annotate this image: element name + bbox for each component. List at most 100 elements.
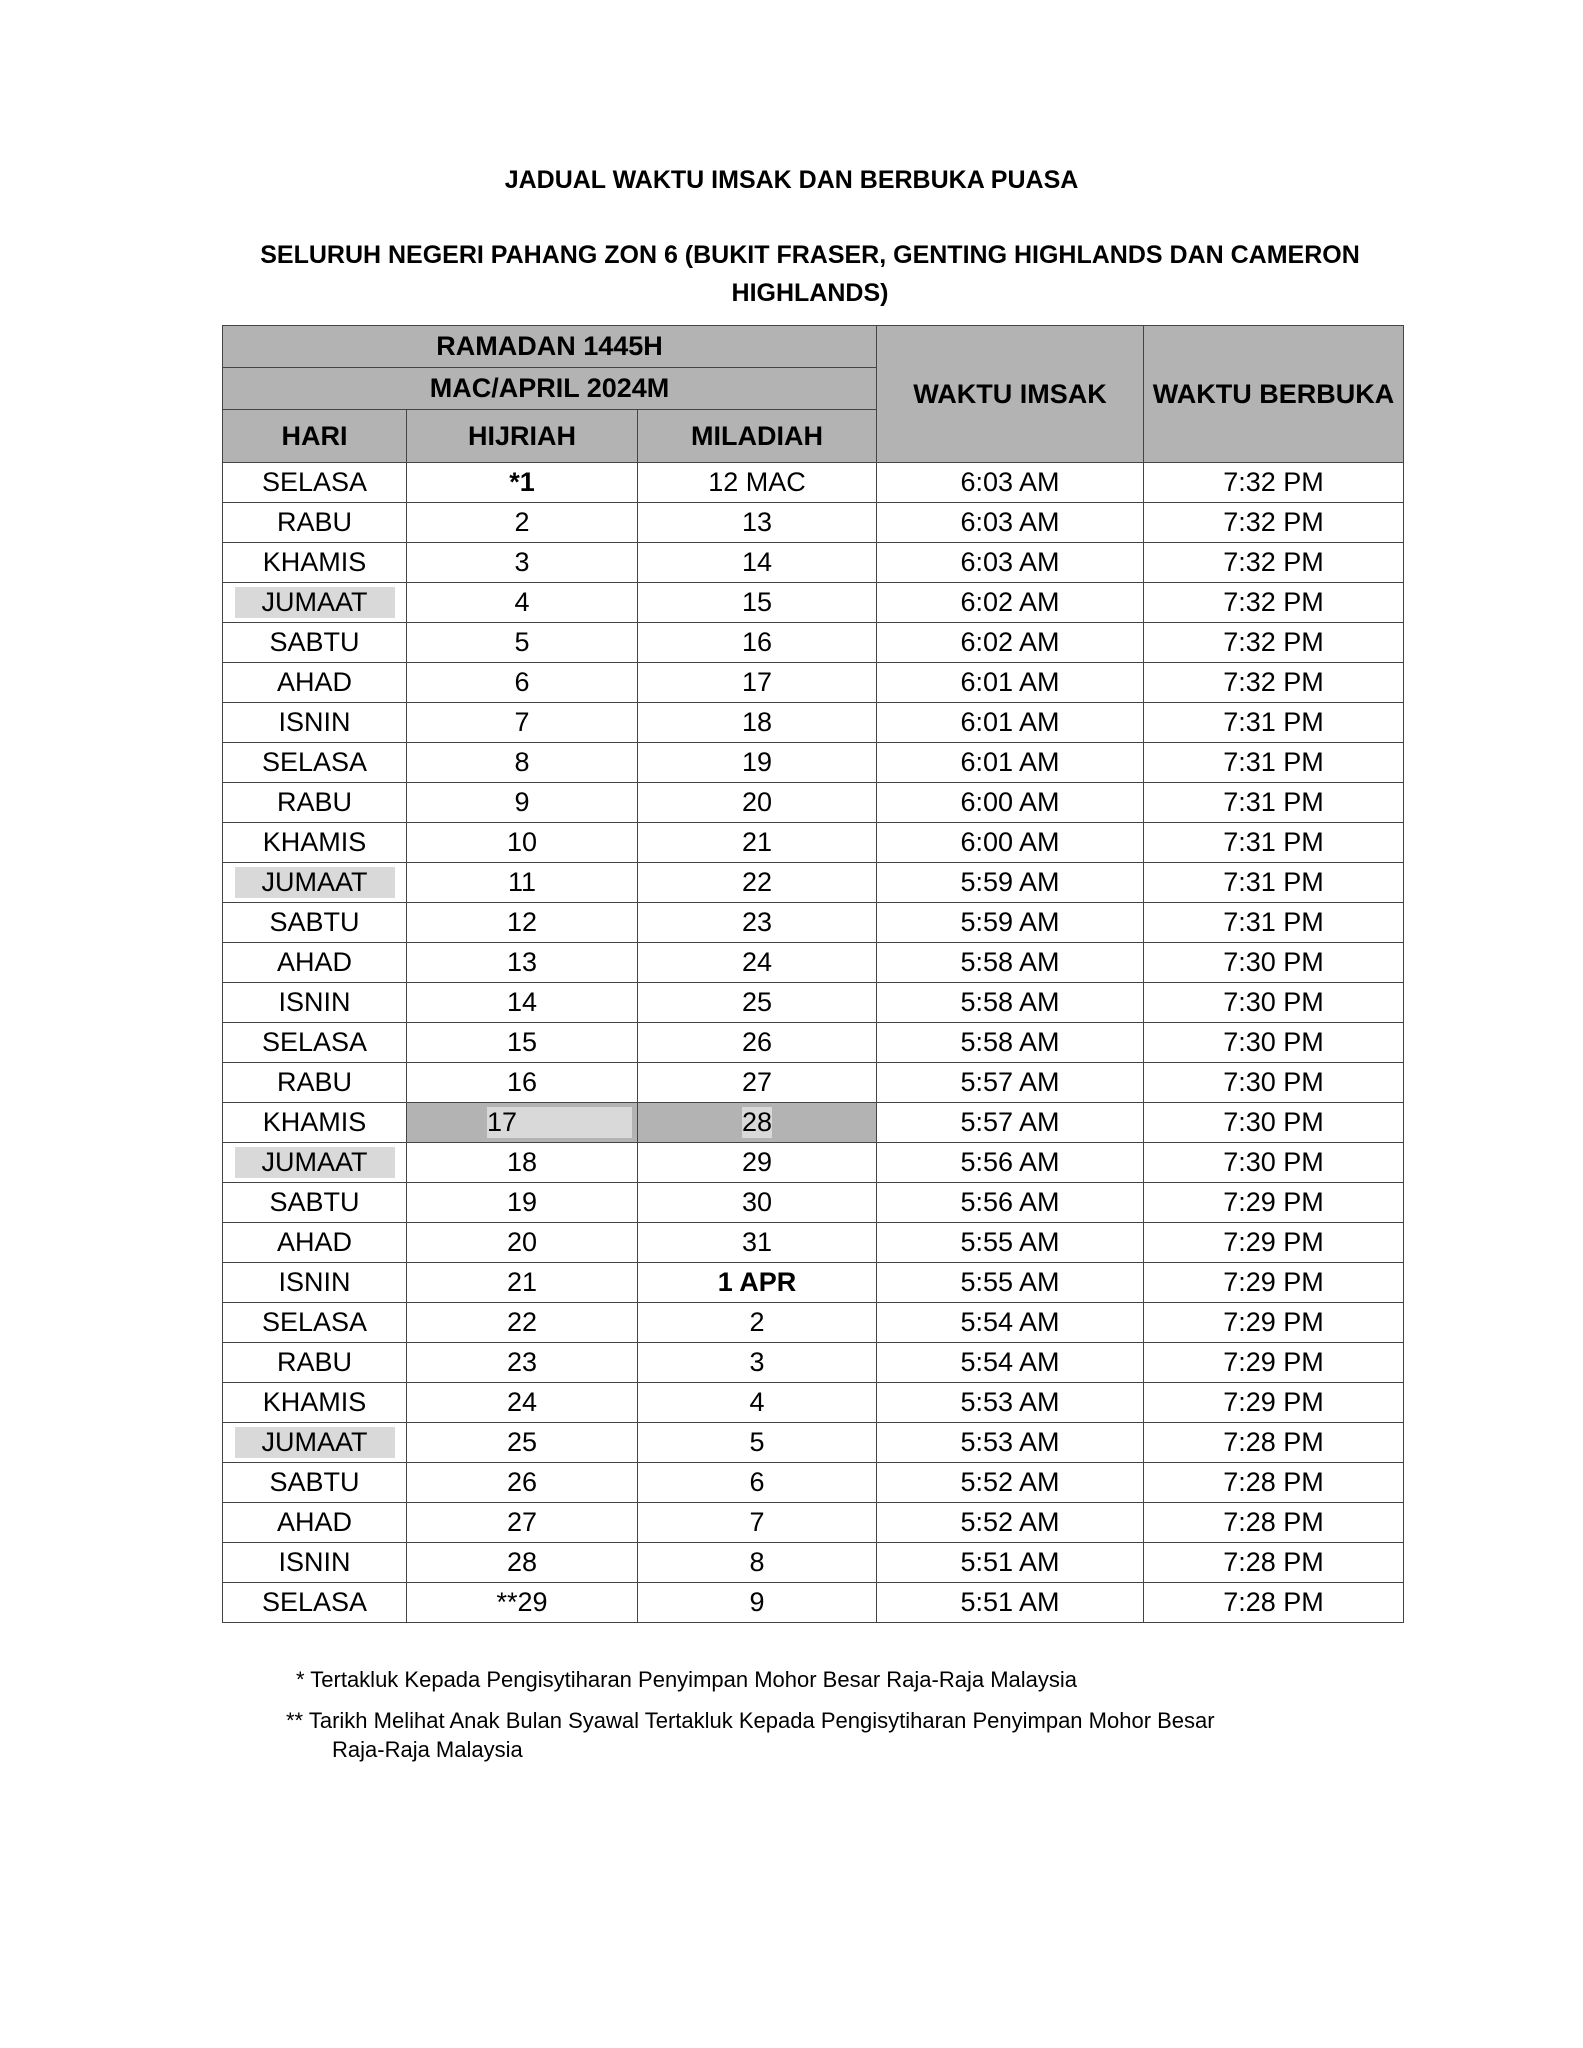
cell-miladiah: 2 (637, 1302, 877, 1343)
cell-berbuka: 7:31 PM (1143, 702, 1404, 743)
cell-miladiah: 25 (637, 982, 877, 1023)
cell-hari: JUMAAT (222, 582, 407, 623)
footnotes: * Tertakluk Kepada Pengisytiharan Penyim… (286, 1665, 1215, 1764)
cell-hari: SELASA (222, 1302, 407, 1343)
cell-miladiah: 6 (637, 1462, 877, 1503)
cell-hijriah: 11 (406, 862, 638, 903)
cell-hari: ISNIN (222, 982, 407, 1023)
cell-imsak: 6:03 AM (876, 542, 1144, 583)
cell-berbuka: 7:28 PM (1143, 1582, 1404, 1623)
table-row: SABTU 12 23 5:59 AM 7:31 PM (222, 902, 1404, 943)
cell-hari: AHAD (222, 942, 407, 983)
cell-berbuka: 7:29 PM (1143, 1182, 1404, 1223)
cell-imsak: 5:59 AM (876, 902, 1144, 943)
cell-hijriah: 26 (406, 1462, 638, 1503)
cell-hari: SABTU (222, 622, 407, 663)
table-row: JUMAAT 4 15 6:02 AM 7:32 PM (222, 582, 1404, 623)
cell-miladiah: 24 (637, 942, 877, 983)
cell-imsak: 5:52 AM (876, 1462, 1144, 1503)
cell-berbuka: 7:31 PM (1143, 822, 1404, 863)
cell-berbuka: 7:30 PM (1143, 982, 1404, 1023)
cell-hijriah: 14 (406, 982, 638, 1023)
cell-berbuka: 7:28 PM (1143, 1462, 1404, 1503)
cell-hari: ISNIN (222, 702, 407, 743)
cell-imsak: 6:03 AM (876, 502, 1144, 543)
cell-hari: SELASA (222, 1582, 407, 1623)
cell-hijriah: 20 (406, 1222, 638, 1263)
cell-miladiah: 7 (637, 1502, 877, 1543)
footnote-1: * Tertakluk Kepada Pengisytiharan Penyim… (296, 1667, 1077, 1692)
header-imsak: WAKTU IMSAK (876, 325, 1144, 463)
cell-hijriah: 22 (406, 1302, 638, 1343)
cell-berbuka: 7:32 PM (1143, 502, 1404, 543)
cell-hari: ISNIN (222, 1542, 407, 1583)
cell-imsak: 5:53 AM (876, 1422, 1144, 1463)
cell-hari: AHAD (222, 1222, 407, 1263)
table-row: JUMAAT 18 29 5:56 AM 7:30 PM (222, 1142, 1404, 1183)
header-hari: HARI (222, 409, 407, 463)
table-row: SABTU 19 30 5:56 AM 7:29 PM (222, 1182, 1404, 1223)
cell-berbuka: 7:32 PM (1143, 542, 1404, 583)
cell-berbuka: 7:29 PM (1143, 1262, 1404, 1303)
cell-miladiah: 26 (637, 1022, 877, 1063)
cell-imsak: 5:55 AM (876, 1222, 1144, 1263)
cell-berbuka: 7:31 PM (1143, 782, 1404, 823)
cell-miladiah: 29 (637, 1142, 877, 1183)
cell-imsak: 6:00 AM (876, 822, 1144, 863)
cell-miladiah: 4 (637, 1382, 877, 1423)
cell-miladiah: 22 (637, 862, 877, 903)
table-row: AHAD 6 17 6:01 AM 7:32 PM (222, 662, 1404, 703)
cell-berbuka: 7:30 PM (1143, 942, 1404, 983)
cell-miladiah: 23 (637, 902, 877, 943)
cell-hijriah: 25 (406, 1422, 638, 1463)
cell-hari: RABU (222, 1062, 407, 1103)
cell-berbuka: 7:30 PM (1143, 1102, 1404, 1143)
schedule-table: RAMADAN 1445H WAKTU IMSAK WAKTU BERBUKA … (222, 325, 1404, 1623)
cell-berbuka: 7:29 PM (1143, 1342, 1404, 1383)
table-row: SELASA 8 19 6:01 AM 7:31 PM (222, 742, 1404, 783)
header-hijriah: HIJRIAH (406, 409, 638, 463)
cell-imsak: 5:58 AM (876, 942, 1144, 983)
cell-berbuka: 7:32 PM (1143, 622, 1404, 663)
table-row: SABTU 26 6 5:52 AM 7:28 PM (222, 1462, 1404, 1503)
cell-berbuka: 7:29 PM (1143, 1382, 1404, 1423)
cell-hari: AHAD (222, 1502, 407, 1543)
cell-hari: SELASA (222, 1022, 407, 1063)
cell-miladiah: 20 (637, 782, 877, 823)
cell-miladiah: 19 (637, 742, 877, 783)
cell-hari: KHAMIS (222, 542, 407, 583)
cell-miladiah: 30 (637, 1182, 877, 1223)
footnote-2-cont: Raja-Raja Malaysia (332, 1737, 523, 1762)
document-title: JADUAL WAKTU IMSAK DAN BERBUKA PUASA (504, 166, 1079, 194)
table-row: KHAMIS 17 28 5:57 AM 7:30 PM (222, 1102, 1404, 1143)
cell-hari: JUMAAT (222, 1142, 407, 1183)
cell-hijriah: *1 (406, 462, 638, 503)
cell-miladiah: 9 (637, 1582, 877, 1623)
cell-berbuka: 7:30 PM (1143, 1142, 1404, 1183)
cell-hijriah: 28 (406, 1542, 638, 1583)
cell-imsak: 5:52 AM (876, 1502, 1144, 1543)
cell-imsak: 5:51 AM (876, 1542, 1144, 1583)
cell-berbuka: 7:32 PM (1143, 582, 1404, 623)
cell-imsak: 5:55 AM (876, 1262, 1144, 1303)
cell-berbuka: 7:32 PM (1143, 462, 1404, 503)
cell-imsak: 5:51 AM (876, 1582, 1144, 1623)
cell-hijriah: 27 (406, 1502, 638, 1543)
table-row: JUMAAT 25 5 5:53 AM 7:28 PM (222, 1422, 1404, 1463)
cell-imsak: 6:03 AM (876, 462, 1144, 503)
cell-hijriah: 6 (406, 662, 638, 703)
cell-berbuka: 7:28 PM (1143, 1502, 1404, 1543)
cell-imsak: 5:58 AM (876, 1022, 1144, 1063)
cell-hari: SABTU (222, 1462, 407, 1503)
header-month: MAC/APRIL 2024M (222, 367, 877, 410)
cell-miladiah: 31 (637, 1222, 877, 1263)
cell-hijriah: 19 (406, 1182, 638, 1223)
cell-hari: AHAD (222, 662, 407, 703)
cell-imsak: 5:56 AM (876, 1142, 1144, 1183)
cell-imsak: 5:58 AM (876, 982, 1144, 1023)
cell-imsak: 5:53 AM (876, 1382, 1144, 1423)
table-row: SELASA 22 2 5:54 AM 7:29 PM (222, 1302, 1404, 1343)
cell-berbuka: 7:32 PM (1143, 662, 1404, 703)
footnote-2: ** Tarikh Melihat Anak Bulan Syawal Tert… (286, 1708, 1215, 1733)
cell-hari: KHAMIS (222, 1382, 407, 1423)
